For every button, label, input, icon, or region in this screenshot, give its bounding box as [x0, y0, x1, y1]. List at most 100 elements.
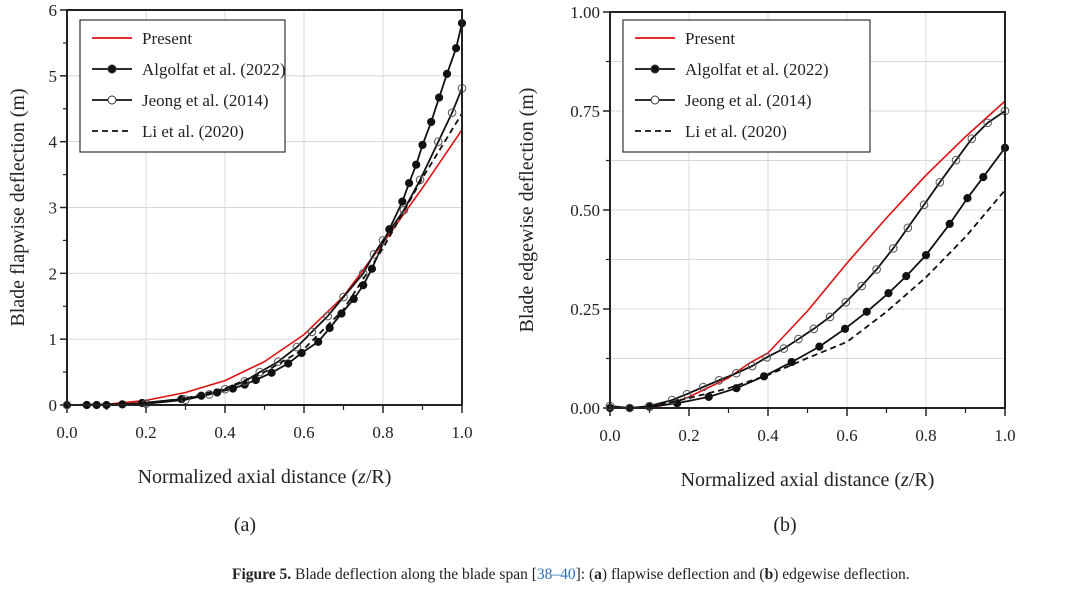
data-point — [884, 289, 893, 298]
caption-text: ]: ( — [575, 566, 595, 583]
legend: Present Algolfat et al. (2022) Jeong et al… — [622, 19, 871, 153]
data-point — [399, 205, 409, 215]
x-tick-label: 0.2 — [678, 426, 699, 445]
plot-frame — [66, 9, 463, 406]
panel-label: (b) — [773, 514, 796, 536]
data-point — [698, 382, 708, 392]
data-point — [434, 93, 444, 102]
data-point — [825, 312, 835, 322]
data-point — [451, 44, 461, 53]
data-point — [314, 337, 323, 346]
data-point — [204, 390, 214, 399]
x-tick-label: 0.2 — [135, 423, 156, 442]
data-point — [945, 219, 954, 228]
data-point — [759, 372, 769, 381]
y-tick-label: 4 — [49, 133, 58, 152]
caption-panel-b: b — [764, 566, 774, 583]
data-point — [404, 179, 414, 188]
data-point — [732, 368, 741, 378]
x-tick-label: 0.4 — [214, 423, 236, 442]
data-point — [292, 342, 302, 352]
legend-marker — [650, 64, 660, 74]
series-line-2 — [66, 87, 463, 406]
data-point — [951, 155, 961, 165]
data-point — [747, 361, 757, 371]
caption-text: Blade deflection along the blade span [ — [291, 566, 537, 583]
y-tick-label: 0.50 — [570, 201, 600, 220]
x-axis-label-part: z — [357, 466, 366, 488]
legend-marker — [107, 64, 117, 74]
data-point — [307, 327, 317, 337]
caption-panel-a: a — [594, 566, 602, 583]
legend-label: Jeong et al. (2014) — [142, 91, 269, 110]
y-tick-label: 0.25 — [570, 300, 600, 319]
x-tick-label: 1.0 — [994, 426, 1015, 445]
legend-label: Present — [142, 29, 192, 48]
series-line-3 — [609, 189, 1006, 409]
data-point — [903, 223, 913, 233]
x-tick-label: 0.4 — [757, 426, 779, 445]
x-axis-label-part: Normalized axial distance ( — [681, 469, 902, 491]
data-point — [872, 265, 881, 274]
data-point — [267, 368, 276, 377]
x-tick-label: 0.0 — [599, 426, 620, 445]
y-tick-label: 6 — [49, 1, 58, 20]
data-point — [418, 140, 427, 150]
legend-box — [79, 19, 286, 153]
chart-panel-b: 0.0 0.2 0.4 0.6 0.8 1.0 0.00 0.25 0.50 0.75 1.00 Pr… — [516, 3, 1016, 536]
caption-label: Figure 5. — [232, 566, 292, 583]
x-tick-label: 0.8 — [915, 426, 936, 445]
data-point — [682, 389, 692, 399]
data-point — [862, 307, 871, 316]
data-point — [935, 177, 945, 187]
data-point — [714, 375, 724, 385]
x-axis-label-part: z — [900, 469, 909, 491]
data-point — [979, 173, 988, 182]
y-tick-label: 1 — [49, 330, 58, 349]
data-point — [967, 134, 977, 144]
data-point — [251, 375, 260, 385]
data-point — [888, 244, 898, 253]
data-point — [398, 197, 407, 206]
series-line-1 — [610, 147, 1006, 409]
data-point — [919, 200, 929, 210]
y-axis-label: Blade edgewise deflection (m) — [516, 88, 538, 333]
y-tick-label: 1.00 — [570, 3, 600, 22]
data-point — [284, 359, 293, 368]
x-tick-label: 0.6 — [836, 426, 857, 445]
data-point — [815, 342, 824, 351]
data-point — [337, 309, 346, 318]
x-tick-label: 1.0 — [451, 423, 472, 442]
legend-label: Li et al. (2020) — [142, 122, 244, 141]
series-line-0 — [66, 129, 463, 406]
data-point — [667, 395, 677, 405]
data-point — [983, 118, 992, 128]
data-point — [809, 324, 819, 334]
data-point — [762, 353, 772, 362]
plot-frame — [609, 11, 1006, 409]
x-axis-label: Normalized axial distance (z/R) — [681, 469, 935, 491]
data-point — [240, 377, 250, 386]
x-tick-label: 0.8 — [372, 423, 393, 442]
y-axis-label: Blade flapwise deflection (m) — [7, 88, 29, 326]
data-point — [427, 117, 436, 127]
legend-box — [622, 19, 871, 153]
reference-link[interactable]: 38–40 — [536, 566, 576, 583]
data-point — [857, 281, 866, 291]
x-axis-label-part: /R) — [909, 469, 935, 491]
data-point — [841, 297, 851, 307]
legend-marker — [650, 95, 660, 105]
data-point — [412, 160, 421, 169]
data-point — [323, 311, 333, 321]
legend-label: Algolfat et al. (2022) — [685, 60, 829, 79]
data-point — [921, 251, 931, 260]
figure-caption: Figure 5. Blade deflection along the bla… — [232, 566, 910, 584]
x-axis-label-part: /R) — [366, 466, 392, 488]
y-tick-label: 0 — [49, 396, 58, 415]
x-axis-label: Normalized axial distance (z/R) — [138, 466, 392, 488]
data-point — [840, 324, 850, 333]
data-point — [794, 334, 803, 344]
chart-panel-a: 0.0 0.2 0.4 0.6 0.8 1.0 0 1 2 3 4 5 6 Present Algolfat… — [7, 1, 473, 536]
y-tick-label: 3 — [49, 199, 58, 218]
data-point — [704, 392, 713, 402]
